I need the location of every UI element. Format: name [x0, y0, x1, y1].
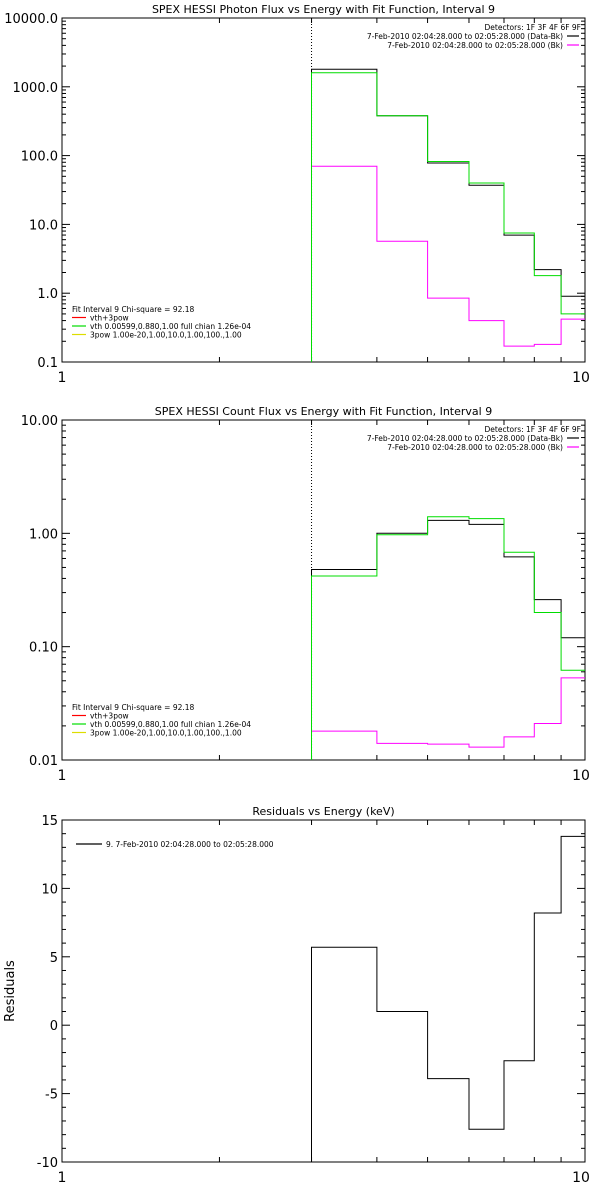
- y-tick-label: 1000.0: [13, 81, 59, 96]
- chart-panel-2: [61, 419, 586, 761]
- series-line-1: [311, 68, 585, 362]
- y-tick-label: -5: [45, 1088, 58, 1103]
- x-tick-label: 1: [58, 768, 67, 784]
- series-line-3: [311, 72, 585, 362]
- legend-left-entry: vth 0.00599,0.880,1.00 full chian 1.26e-…: [90, 720, 251, 729]
- y-tick-label: 0: [50, 1019, 58, 1034]
- plot-frame: [61, 419, 586, 761]
- legend-left-entry: Fit Interval 9 Chi-square = 92.18: [72, 703, 195, 712]
- legend-right-entry: Detectors: 1F 3F 4F 6F 9F: [485, 23, 581, 32]
- legend-left-entry: 3pow 1.00e-20,1.00,10.0,1.00,100.,1.00: [90, 729, 242, 738]
- y-tick-label: 10: [41, 882, 58, 897]
- series-line-2: [311, 165, 585, 362]
- chart-panel-1: [61, 17, 586, 363]
- y-tick-label: 0.10: [29, 641, 58, 656]
- series-line-1: [311, 835, 585, 1162]
- y-tick-label: 15: [41, 814, 58, 829]
- y-tick-label: 0.01: [29, 754, 58, 769]
- x-tick-label: 10: [572, 768, 590, 784]
- y-tick-label: 100.0: [21, 150, 58, 165]
- legend-left-entry: Fit Interval 9 Chi-square = 92.18: [72, 305, 195, 314]
- chart-title: SPEX HESSI Count Flux vs Energy with Fit…: [155, 405, 492, 418]
- legend-left-entry: 3pow 1.00e-20,1.00,10.0,1.00,100.,1.00: [90, 331, 242, 340]
- y-tick-label: 1.0: [37, 287, 58, 302]
- legend-left-entry: vth+3pow: [90, 314, 129, 323]
- legend-left-entry: 9. 7-Feb-2010 02:04:28.000 to 02:05:28.0…: [106, 840, 274, 849]
- x-tick-label: 10: [572, 370, 590, 386]
- chart-title: SPEX HESSI Photon Flux vs Energy with Fi…: [152, 3, 495, 16]
- x-tick-label: 1: [58, 1170, 67, 1186]
- plot-frame: [61, 17, 586, 363]
- y-tick-label: 5: [50, 951, 58, 966]
- x-tick-label: 1: [58, 370, 67, 386]
- y-tick-label: 1.00: [29, 527, 58, 542]
- series-line-1: [311, 519, 585, 760]
- series-line-2: [311, 677, 585, 760]
- y-tick-label: 10.00: [21, 414, 58, 429]
- y-tick-label: 10000.0: [4, 12, 58, 27]
- y-tick-label: 0.1: [37, 356, 58, 371]
- plot-frame: [61, 819, 586, 1163]
- chart-panel-3: [61, 819, 586, 1163]
- legend-left-entry: vth 0.00599,0.880,1.00 full chian 1.26e-…: [90, 322, 251, 331]
- legend-right-entry: 7-Feb-2010 02:04:28.000 to 02:05:28.000 …: [367, 32, 563, 41]
- legend-right-entry: 7-Feb-2010 02:04:28.000 to 02:05:28.000 …: [387, 443, 563, 452]
- y-tick-label: 10.0: [29, 218, 58, 233]
- chart-title: Residuals vs Energy (keV): [252, 805, 394, 818]
- legend-right-entry: Detectors: 1F 3F 4F 6F 9F: [485, 425, 581, 434]
- legend-right-entry: 7-Feb-2010 02:04:28.000 to 02:05:28.000 …: [387, 41, 563, 50]
- legend-left-entry: vth+3pow: [90, 712, 129, 721]
- x-tick-label: 10: [572, 1170, 590, 1186]
- y-tick-label: -10: [37, 1156, 58, 1171]
- legend-right-entry: 7-Feb-2010 02:04:28.000 to 02:05:28.000 …: [367, 434, 563, 443]
- series-line-3: [311, 516, 585, 760]
- y-axis-label: Residuals: [3, 960, 18, 1022]
